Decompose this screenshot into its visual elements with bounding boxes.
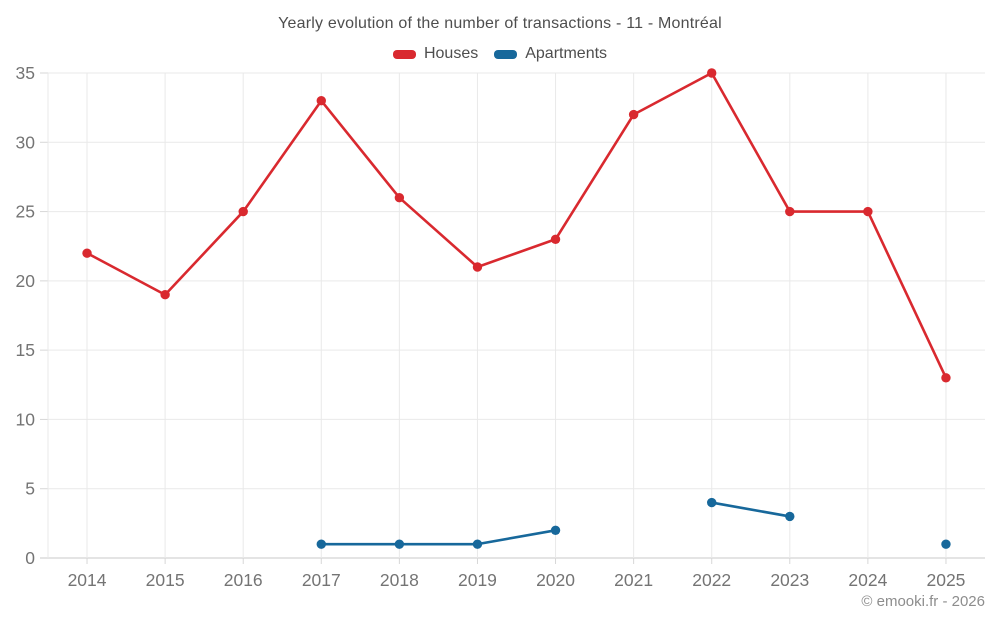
y-axis-tick-label: 10 [16,409,36,429]
houses-point-2015[interactable] [160,290,170,300]
x-axis-tick-label: 2014 [68,570,107,590]
houses-point-2025[interactable] [941,373,951,383]
x-axis-tick-label: 2018 [380,570,419,590]
houses-legend-label: Houses [423,45,479,62]
apartments-line [319,528,557,546]
apartments-line [710,501,792,518]
apartments-point-2023[interactable] [785,511,795,522]
apartments-legend-label: Apartments [525,45,608,62]
chart-title: Yearly evolution of the number of transa… [278,15,722,32]
x-axis-tick-label: 2024 [848,570,887,590]
houses-point-2022[interactable] [707,68,717,78]
apartments-legend-swatch [494,49,518,59]
houses-point-2024[interactable] [863,206,873,217]
houses-point-2019[interactable] [472,262,483,272]
y-axis-tick-label: 25 [16,202,35,222]
houses-line [85,71,948,380]
houses-point-2017[interactable] [316,96,326,106]
houses-point-2016[interactable] [238,206,248,217]
x-axis-tick-label: 2025 [926,570,965,590]
apartments-point-2017[interactable] [316,539,326,549]
y-axis-tick-label: 30 [16,132,36,152]
copyright-text: © emooki.fr - 2026 [861,593,985,610]
y-axis-tick-label: 15 [16,340,35,360]
y-axis-tick-label: 35 [16,63,35,83]
apartments-point-2025[interactable] [941,539,951,549]
legend-item-apartments[interactable]: Apartments [494,45,607,63]
apartments-point-2020[interactable] [550,525,561,535]
y-axis-tick-label: 20 [16,271,36,291]
y-axis-tick-label: 5 [25,479,35,499]
houses-legend-swatch [392,49,416,59]
chart-legend: Houses Apartments [0,45,1000,63]
x-axis-tick-label: 2022 [692,570,731,590]
houses-point-2021[interactable] [628,109,639,120]
houses-point-2018[interactable] [394,193,405,203]
x-axis-tick-label: 2021 [614,570,653,590]
x-axis-tick-label: 2016 [224,570,263,590]
houses-point-2020[interactable] [550,234,561,244]
apartments-point-2018[interactable] [394,539,405,549]
houses-point-2023[interactable] [785,206,795,217]
x-axis-tick-label: 2015 [146,570,185,590]
apartments-point-2022[interactable] [707,497,717,508]
houses-point-2014[interactable] [82,248,92,258]
x-axis-tick-label: 2019 [458,570,497,590]
legend-item-houses[interactable]: Houses [392,45,479,63]
x-axis-tick-label: 2020 [536,570,575,590]
y-axis-tick-label: 0 [25,548,35,568]
x-axis-tick-label: 2023 [770,570,809,590]
x-axis-tick-label: 2017 [302,570,341,590]
apartments-point-2019[interactable] [472,539,483,549]
